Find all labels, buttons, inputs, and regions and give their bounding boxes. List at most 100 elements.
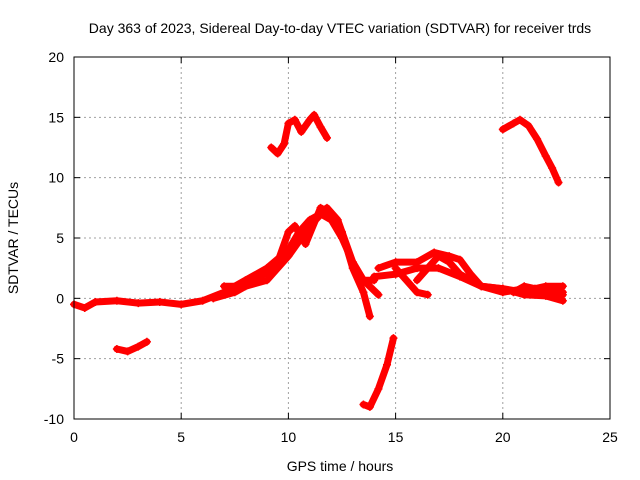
data-point bbox=[142, 337, 151, 346]
data-point bbox=[498, 284, 507, 293]
data-point bbox=[80, 303, 89, 312]
data-point bbox=[280, 139, 289, 148]
series-trace bbox=[267, 111, 331, 158]
data-point bbox=[209, 294, 218, 303]
data-point bbox=[123, 347, 132, 356]
series-track-11 bbox=[267, 110, 331, 158]
data-point bbox=[365, 402, 374, 411]
y-tick-label: 5 bbox=[56, 230, 64, 246]
data-point bbox=[455, 270, 464, 279]
series-trace bbox=[220, 204, 382, 299]
y-tick-label: 0 bbox=[56, 290, 64, 306]
data-point bbox=[284, 119, 293, 128]
data-point bbox=[530, 284, 539, 293]
data-point bbox=[348, 258, 357, 267]
data-point bbox=[333, 215, 342, 224]
data-point bbox=[374, 290, 383, 299]
data-point bbox=[533, 135, 542, 144]
data-point bbox=[316, 122, 325, 131]
data-point bbox=[305, 115, 314, 124]
data-point bbox=[267, 143, 276, 152]
data-point bbox=[220, 282, 229, 291]
data-point bbox=[423, 290, 432, 299]
y-tick-label: 15 bbox=[48, 109, 64, 125]
data-point bbox=[273, 149, 282, 158]
data-point bbox=[134, 299, 143, 308]
data-point bbox=[322, 133, 331, 142]
data-point bbox=[134, 342, 143, 351]
data-point bbox=[155, 297, 164, 306]
data-point bbox=[91, 297, 100, 306]
data-point bbox=[391, 264, 400, 273]
data-point bbox=[558, 282, 567, 291]
data-point bbox=[413, 258, 422, 267]
series-track-8 bbox=[509, 282, 567, 297]
data-point bbox=[389, 334, 398, 343]
series-trace bbox=[392, 264, 432, 299]
x-tick-label: 15 bbox=[388, 429, 404, 445]
series-trace bbox=[413, 252, 567, 305]
data-point bbox=[455, 255, 464, 264]
data-point bbox=[524, 121, 533, 130]
series-track-10 bbox=[359, 334, 398, 411]
series-track-12 bbox=[498, 115, 563, 187]
series-track-6 bbox=[391, 264, 432, 299]
x-tick-label: 10 bbox=[281, 429, 297, 445]
y-tick-label: -5 bbox=[52, 351, 65, 367]
data-point bbox=[430, 248, 439, 257]
data-point bbox=[290, 221, 299, 230]
data-point bbox=[322, 203, 331, 212]
data-point bbox=[477, 282, 486, 291]
data-point bbox=[515, 115, 524, 124]
data-point bbox=[541, 282, 550, 291]
data-point bbox=[434, 252, 443, 261]
data-point bbox=[498, 125, 507, 134]
data-point bbox=[413, 276, 422, 285]
data-point bbox=[112, 296, 121, 305]
data-point bbox=[548, 164, 557, 173]
series-track-7 bbox=[413, 252, 567, 305]
data-point bbox=[402, 276, 411, 285]
data-point bbox=[262, 276, 271, 285]
data-point bbox=[301, 240, 310, 249]
data-point bbox=[198, 296, 207, 305]
data-point bbox=[554, 178, 563, 187]
data-point bbox=[310, 110, 319, 119]
data-point bbox=[177, 300, 186, 309]
y-tick-label: 10 bbox=[48, 170, 64, 186]
data-point bbox=[305, 221, 314, 230]
y-axis: -10 -5 0 5 10 15 20 bbox=[44, 49, 610, 427]
series-trace bbox=[113, 338, 151, 355]
data-point bbox=[383, 360, 392, 369]
series-trace bbox=[359, 334, 397, 411]
series-layer bbox=[70, 110, 567, 411]
x-axis: 0 5 10 15 20 25 bbox=[70, 57, 618, 445]
data-point bbox=[541, 151, 550, 160]
data-point bbox=[445, 258, 454, 267]
x-axis-label: GPS time / hours bbox=[287, 458, 394, 474]
data-point bbox=[290, 115, 299, 124]
data-point bbox=[374, 264, 383, 273]
data-point bbox=[241, 282, 250, 291]
data-point bbox=[541, 291, 550, 300]
chart-title: Day 363 of 2023, Sidereal Day-to-day VTE… bbox=[89, 20, 591, 36]
data-point bbox=[359, 288, 368, 297]
series-trace bbox=[499, 116, 563, 186]
y-tick-label: 20 bbox=[48, 49, 64, 65]
data-point bbox=[359, 276, 368, 285]
series-track-3 bbox=[220, 203, 383, 299]
series-track-9 bbox=[112, 337, 151, 356]
data-point bbox=[365, 312, 374, 321]
data-point bbox=[284, 227, 293, 236]
data-point bbox=[558, 296, 567, 305]
x-tick-label: 20 bbox=[495, 429, 511, 445]
y-tick-label: -10 bbox=[44, 411, 64, 427]
data-point bbox=[413, 288, 422, 297]
data-point bbox=[520, 290, 529, 299]
data-point bbox=[434, 264, 443, 273]
data-point bbox=[509, 288, 518, 297]
x-tick-label: 5 bbox=[177, 429, 185, 445]
data-point bbox=[112, 345, 121, 354]
